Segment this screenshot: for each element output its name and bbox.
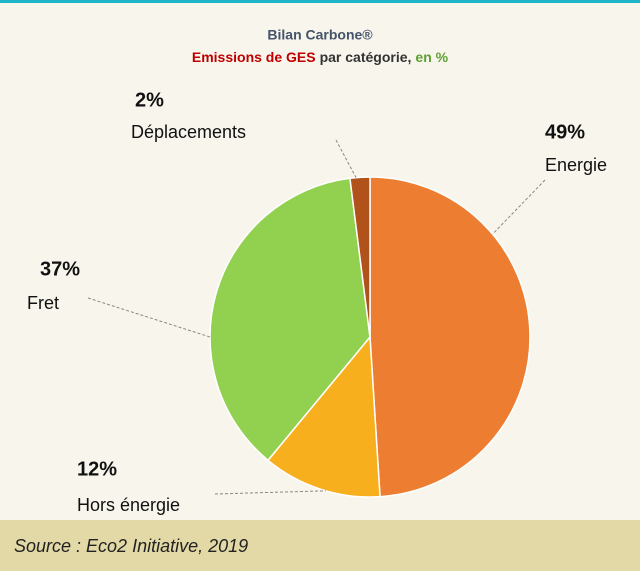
subtitle-part: par catégorie, [320,49,412,65]
data-label: 37% [40,258,80,280]
leader-line [492,179,546,235]
pie-slice [369,176,531,498]
category-label: Energie [545,155,607,175]
category-label: Hors énergie [77,495,180,515]
source: Source : Eco2 Initiative, 2019 [14,536,248,556]
category-label: Déplacements [131,122,246,142]
data-label: 12% [77,458,117,480]
leader-line [214,490,326,495]
data-label: 2% [135,89,164,111]
subtitle-part: en % [415,49,448,65]
source-band [0,520,640,571]
leader-line [335,139,357,178]
pie-slice [266,335,381,498]
pie-slice [349,176,371,338]
category-label: Fret [27,293,59,313]
subtitle-part: Emissions de GES [192,49,316,65]
leader-line [87,297,211,338]
pie-slice [209,177,371,462]
chart-subtitle: Emissions de GES par catégorie, en % [192,49,449,65]
data-label: 49% [545,121,585,143]
top-border [0,0,640,3]
chart-title: Bilan Carbone® [267,27,373,43]
